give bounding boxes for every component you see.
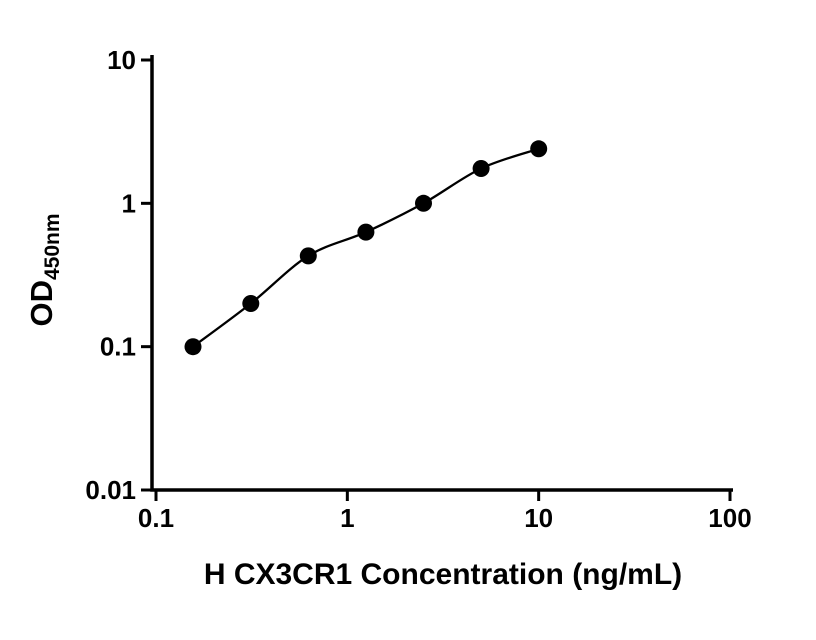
data-point xyxy=(415,194,432,212)
fit-curve xyxy=(192,147,540,348)
ticks-group xyxy=(141,58,732,501)
x-axis-title: H CX3CR1 Concentration (ng/mL) xyxy=(204,558,682,591)
x-tick-label: 10 xyxy=(524,503,553,533)
data-point xyxy=(299,247,317,265)
axis-spines xyxy=(150,55,733,492)
y-tick-label: 1 xyxy=(122,188,136,218)
y-axis-title-main: OD xyxy=(24,280,59,327)
y-axis-title-subscript: 450nm xyxy=(41,213,64,280)
data-point xyxy=(242,295,260,312)
axes-group xyxy=(150,55,733,492)
data-point xyxy=(184,338,202,356)
y-axis-title: OD450nm xyxy=(24,213,64,326)
y-tick-label: 0.01 xyxy=(85,475,136,505)
y-tick-label: 10 xyxy=(107,45,136,75)
x-tick-label: 1 xyxy=(340,503,354,533)
x-tick-label: 0.1 xyxy=(138,503,174,533)
series-group xyxy=(184,140,548,356)
data-point xyxy=(472,160,490,177)
data-point xyxy=(357,223,375,241)
data-point xyxy=(530,140,548,158)
y-tick-label: 0.1 xyxy=(100,332,136,362)
x-tick-label: 100 xyxy=(708,503,751,533)
